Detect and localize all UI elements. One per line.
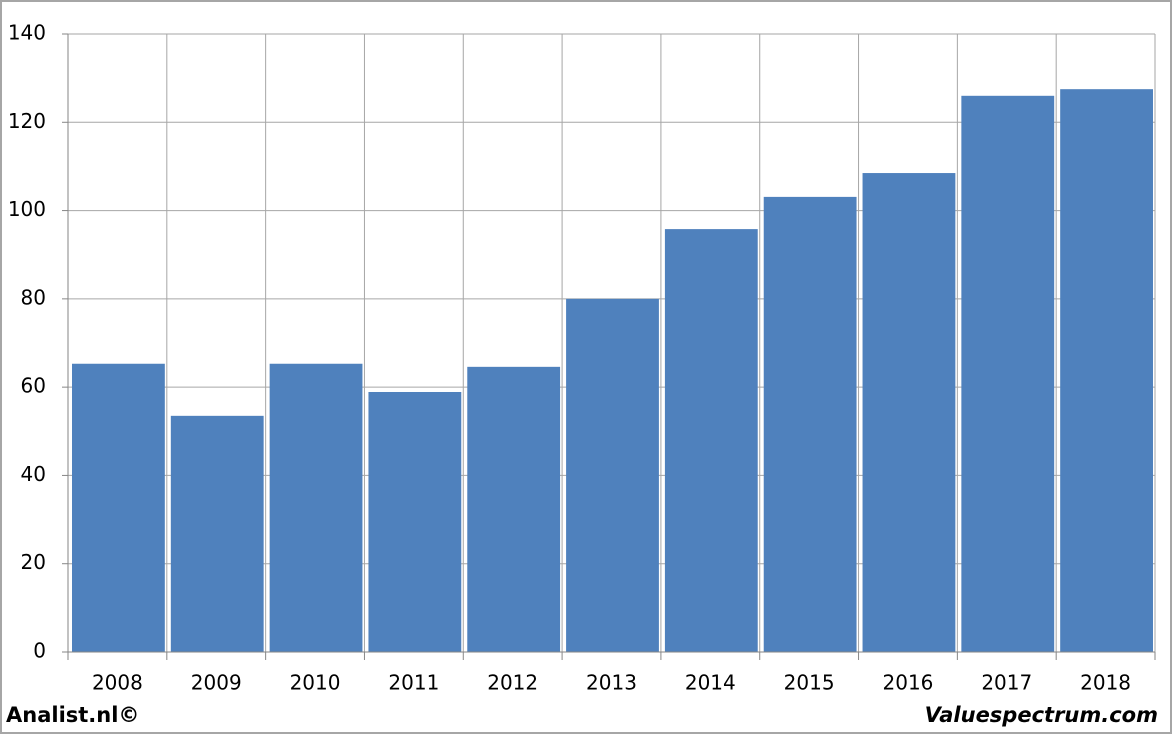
bar [72,363,165,652]
bar [664,229,758,652]
bar [368,391,462,652]
bar [763,196,857,652]
x-tick-label: 2009 [191,671,242,695]
bar [269,363,363,652]
footer-right: Valuespectrum.com [925,703,1158,727]
y-tick-label: 140 [8,21,46,45]
bar [961,95,1055,653]
x-tick-label: 2010 [290,671,341,695]
y-tick-label: 100 [8,197,46,221]
x-tick-label: 2008 [92,671,143,695]
bar [566,298,659,652]
y-tick-label: 40 [21,462,46,486]
y-tick-label: 0 [33,639,46,663]
y-tick-label: 20 [21,550,46,574]
bar [467,366,561,652]
x-tick-label: 2015 [784,671,835,695]
x-tick-label: 2012 [487,671,538,695]
y-tick-label: 80 [21,285,46,309]
footer-left: Analist.nl© [6,703,139,727]
x-tick-label: 2014 [685,671,736,695]
x-tick-label: 2011 [388,671,439,695]
bar [1060,89,1153,652]
x-tick-label: 2018 [1080,671,1131,695]
y-tick-label: 120 [8,109,46,133]
x-tick-label: 2017 [981,671,1032,695]
bar [170,415,264,652]
x-tick-label: 2013 [586,671,637,695]
y-tick-label: 60 [21,374,46,398]
x-tick-label: 2016 [883,671,934,695]
bar [862,173,956,653]
